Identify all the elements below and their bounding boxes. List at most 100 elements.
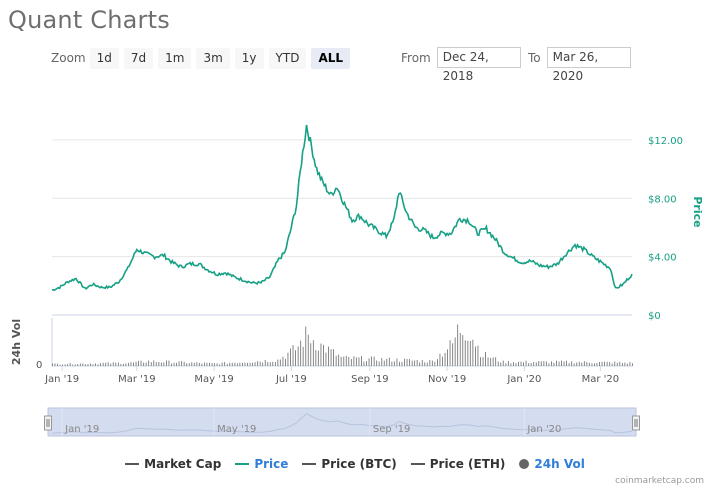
volume-bar (315, 350, 317, 366)
volume-bar (133, 362, 134, 366)
zoom-button-ytd[interactable]: YTD (268, 47, 307, 69)
volume-bar (606, 361, 608, 366)
volume-bar (505, 363, 507, 366)
volume-bar (59, 364, 61, 366)
volume-bar (95, 363, 96, 366)
volume-bar (90, 363, 91, 366)
legend-item-price-eth[interactable]: Price (ETH) (410, 457, 505, 471)
range-from-input[interactable]: Dec 24, 2018 (436, 47, 521, 83)
volume-bar (558, 361, 560, 366)
volume-bar (421, 360, 423, 366)
zoom-button-7d[interactable]: 7d (123, 47, 154, 69)
volume-bar (462, 335, 464, 366)
volume-bar (259, 361, 261, 366)
volume-bar (323, 344, 324, 366)
volume-bar (279, 359, 281, 366)
zoom-button-1y[interactable]: 1y (234, 47, 264, 69)
volume-bar (355, 357, 357, 366)
volume-bar (274, 362, 276, 366)
volume-bar (153, 360, 155, 366)
volume-bar (219, 364, 221, 366)
volume-bar (320, 343, 322, 366)
legend-item-24h-vol[interactable]: 24h Vol (519, 457, 585, 471)
volume-bar (295, 350, 296, 366)
volume-bar (401, 361, 403, 366)
volume-bar (571, 361, 573, 366)
x-tick-label: Mar '19 (118, 374, 156, 385)
volume-bar (609, 362, 611, 366)
volume-bar (277, 359, 279, 366)
volume-bar (181, 361, 183, 366)
volume-bar (586, 362, 588, 366)
volume-bar (525, 360, 527, 366)
range-to-input[interactable]: Mar 26, 2020 (546, 47, 631, 83)
volume-bar (391, 361, 393, 366)
zoom-button-1d[interactable]: 1d (89, 47, 119, 69)
zoom-button-all[interactable]: ALL (311, 47, 351, 69)
legend-dot-icon (519, 459, 530, 469)
volume-bar (535, 362, 537, 366)
volume-bar (520, 361, 522, 366)
volume-bar (135, 361, 137, 366)
volume-bar (79, 363, 81, 366)
volume-bar (467, 340, 469, 366)
volume-bar (183, 361, 185, 366)
volume-bar (72, 364, 74, 366)
page-title: Quant Charts (8, 6, 170, 34)
volume-bar (551, 361, 552, 366)
y-tick-label: $0 (648, 311, 661, 322)
volume-bar (371, 356, 372, 366)
legend-line-icon (410, 463, 425, 465)
volume-bar (530, 363, 532, 366)
volume-bar (477, 345, 479, 366)
price-line (51, 124, 633, 292)
volume-bar (464, 340, 466, 366)
volume-bar (381, 358, 383, 366)
zoom-button-1m[interactable]: 1m (158, 47, 192, 69)
volume-bar (469, 341, 471, 366)
volume-bar (333, 349, 334, 366)
volume-bar (252, 362, 253, 366)
volume-bar (325, 352, 327, 366)
volume-bar (596, 362, 598, 366)
volume-bar (490, 358, 492, 366)
legend-item-market-cap[interactable]: Market Cap (125, 457, 221, 471)
volume-bar (52, 363, 53, 366)
volume-bar (317, 350, 319, 366)
credit-text[interactable]: coinmarketcap.com (615, 476, 704, 486)
legend-item-price-btc[interactable]: Price (BTC) (302, 457, 397, 471)
volume-bar (267, 362, 269, 366)
x-tick-label: Sep '19 (351, 374, 389, 385)
navigator-handle-right[interactable] (632, 415, 640, 431)
y-tick-label: $8.00 (648, 194, 677, 205)
volume-bar (236, 363, 238, 366)
x-tick-label: Jan '19 (44, 374, 79, 385)
volume-bar (120, 364, 122, 366)
volume-bar (262, 362, 264, 366)
volume-bar (140, 360, 142, 366)
volume-bar (254, 362, 256, 366)
volume-bar (492, 357, 494, 366)
volume-bar (117, 362, 119, 366)
volume-bar (97, 364, 99, 366)
range-to: To Mar 26, 2020 (528, 47, 631, 83)
zoom-button-3m[interactable]: 3m (196, 47, 230, 69)
volume-bar (150, 362, 152, 366)
navigator-handle-left[interactable] (44, 415, 52, 431)
volume-bar (437, 359, 438, 366)
volume-bar (130, 362, 132, 366)
volume-bar (107, 362, 109, 366)
volume-bar (292, 345, 294, 366)
volume-bar (112, 362, 114, 366)
volume-bar (338, 354, 340, 366)
volume-bar (383, 360, 385, 366)
volume-bar (363, 361, 365, 366)
volume-bar (439, 353, 441, 366)
volume-bar (429, 360, 431, 366)
volume-bar (540, 361, 542, 366)
volume-bar (366, 361, 367, 366)
volume-bar (173, 362, 175, 366)
legend-item-price[interactable]: Price (235, 457, 288, 471)
volume-bar (82, 363, 84, 366)
